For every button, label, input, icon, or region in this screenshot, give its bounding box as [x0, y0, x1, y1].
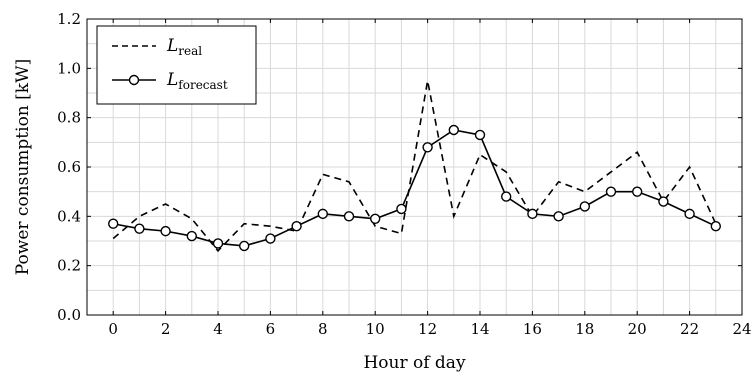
- y-tick-label: 0.0: [57, 306, 81, 324]
- data-point-forecast: [710, 220, 721, 232]
- x-tick-label: 16: [523, 320, 542, 338]
- data-point-forecast: [396, 203, 407, 215]
- legend-label-forecast-sub: forecast: [178, 78, 228, 92]
- data-point-forecast: [553, 211, 564, 222]
- data-point-forecast: [186, 230, 198, 242]
- y-tick-label: 0.2: [57, 257, 81, 275]
- series-layer: [107, 80, 721, 253]
- data-point-forecast: [422, 142, 433, 153]
- data-point-forecast: [474, 129, 486, 141]
- data-point-forecast: [238, 240, 250, 252]
- data-point-forecast: [317, 208, 328, 220]
- data-point-forecast: [370, 213, 381, 225]
- data-point-forecast: [134, 223, 145, 234]
- x-tick-label: 24: [732, 320, 751, 338]
- legend-label-forecast-main: L: [166, 70, 178, 90]
- data-point-forecast: [527, 208, 538, 220]
- y-tick-label: 1.0: [57, 59, 81, 77]
- legend-label-real-main: L: [166, 36, 178, 56]
- x-tick-label: 2: [161, 320, 171, 338]
- data-point-forecast: [448, 124, 459, 136]
- x-axis-title: Hour of day: [363, 353, 465, 373]
- data-point-forecast: [658, 196, 669, 207]
- series-line-real: [112, 80, 717, 253]
- x-tick-label: 6: [266, 320, 276, 338]
- data-point-forecast: [579, 201, 590, 212]
- x-tick-label: 14: [470, 320, 489, 338]
- series-line-forecast: [113, 129, 717, 247]
- data-point-forecast: [684, 208, 695, 220]
- legend-marker-forecast: [128, 74, 140, 86]
- legend-label-real-sub: real: [178, 44, 202, 58]
- legend-label-real: Lreal: [166, 36, 202, 58]
- x-tick-label: 22: [680, 320, 699, 338]
- x-tick-label: 0: [108, 320, 118, 338]
- data-point-forecast: [291, 220, 302, 232]
- x-tick-label: 18: [575, 320, 594, 338]
- x-tick-label: 8: [318, 320, 328, 338]
- data-point-forecast: [107, 218, 119, 229]
- data-point-forecast: [343, 211, 355, 222]
- data-point-forecast: [632, 186, 643, 197]
- data-point-forecast: [212, 238, 224, 249]
- x-tick-label: 10: [366, 320, 385, 338]
- x-tick-label: 12: [418, 320, 437, 338]
- data-point-forecast: [501, 191, 512, 202]
- y-tick-label: 0.6: [57, 158, 81, 176]
- y-tick-label: 0.4: [57, 207, 81, 225]
- data-point-forecast: [160, 225, 171, 237]
- y-tick-label: 1.2: [57, 10, 81, 28]
- axis-ticks: 0 2 4 6 8 10 12 14 16 18 20 22 240.00.20.40.60.81.01…: [57, 10, 751, 338]
- legend-box: [96, 25, 257, 105]
- x-tick-label: 4: [213, 320, 223, 338]
- x-tick-label: 20: [628, 320, 647, 338]
- data-point-forecast: [265, 233, 276, 244]
- legend: Lreal Lforecast: [96, 25, 257, 105]
- y-tick-label: 0.8: [57, 109, 81, 127]
- legend-label-forecast: Lforecast: [166, 70, 228, 92]
- data-point-forecast: [605, 186, 617, 197]
- y-axis-title: Power consumption [kW]: [13, 59, 33, 275]
